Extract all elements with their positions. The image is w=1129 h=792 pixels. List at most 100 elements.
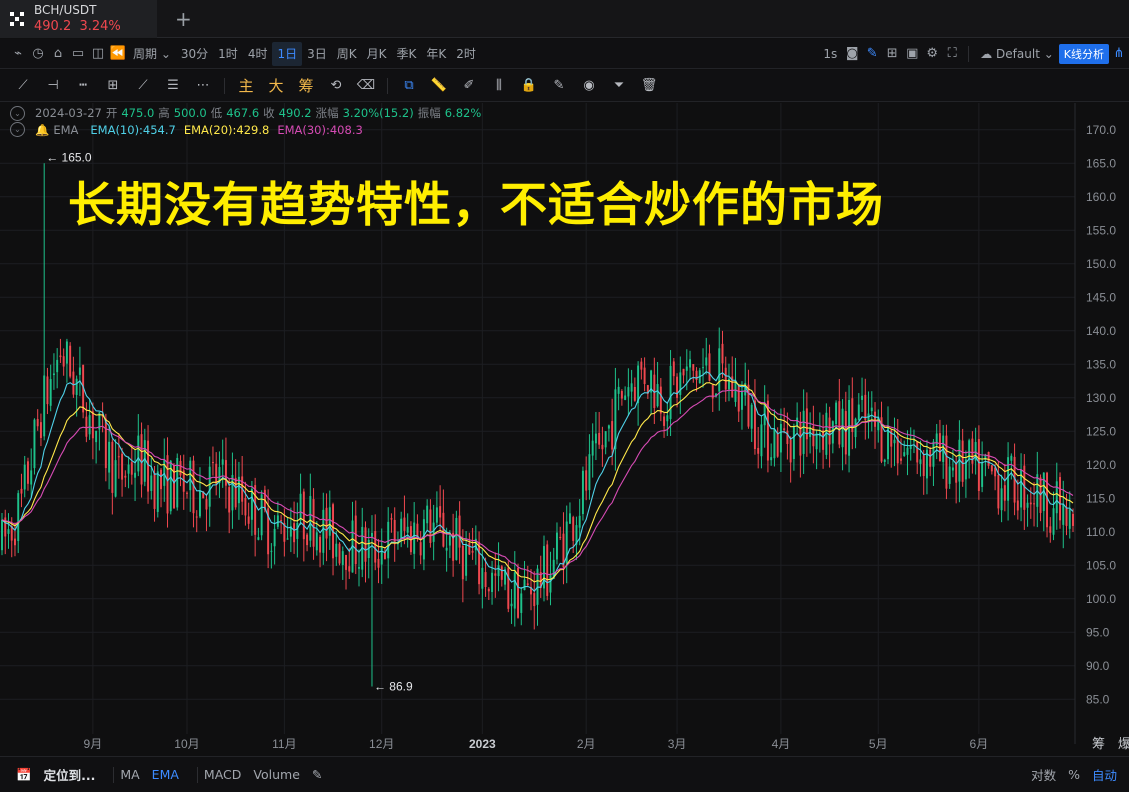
trash-icon[interactable]: 🗑 (640, 78, 658, 93)
auto-scale-button[interactable]: 自动 (1091, 768, 1117, 783)
theme-dropdown[interactable]: ☁ Default ⌄ (980, 46, 1054, 61)
replay-icon[interactable]: ⟲ (330, 78, 342, 93)
candle-body (874, 411, 877, 427)
period-dropdown[interactable]: 周期 ⌄ (133, 46, 171, 62)
candle-body (1059, 477, 1061, 521)
fullscreen-icon[interactable]: ⛶ (947, 46, 957, 61)
percent-scale-button[interactable]: % (1068, 767, 1080, 782)
candle-body (630, 383, 633, 392)
candle-body (121, 453, 124, 480)
edit-icon[interactable]: ✎ (311, 767, 323, 782)
save-layout-icon[interactable]: ▣ (906, 46, 919, 61)
ray-icon[interactable]: ┅ (79, 78, 87, 93)
chips-button[interactable]: 筹 (298, 77, 314, 95)
settings-icon[interactable]: ⚙ (926, 46, 939, 61)
collapse-icon[interactable]: ⌄ (10, 105, 25, 121)
x-tick-label: 6月 (970, 737, 989, 751)
candles-icon[interactable]: ⫼ (496, 78, 502, 93)
candle-body (828, 417, 831, 445)
candle-body (861, 395, 864, 400)
candle-body (432, 522, 435, 542)
candle-body (465, 544, 468, 576)
visibility-icon[interactable]: ◉ (583, 78, 595, 93)
brush-icon[interactable]: ✐ (463, 78, 475, 93)
interval-30m[interactable]: 30分 (180, 47, 209, 61)
symbol-tab[interactable]: BCH/USDT 490.2 3.24% (0, 0, 157, 38)
volume-button[interactable]: Volume (253, 767, 300, 782)
candle-body (938, 433, 941, 462)
candle-body (968, 440, 971, 459)
candle-body (637, 365, 640, 403)
speed-icon[interactable]: ◷ (32, 46, 44, 61)
main-indicator-button[interactable]: 主 (238, 77, 254, 95)
candle-body (984, 455, 987, 460)
candle-body (997, 474, 1000, 509)
ruler-icon[interactable]: 📏 (430, 78, 448, 93)
layout-icon[interactable]: ▭ (71, 46, 85, 61)
axis-corner-label[interactable]: 筹 (1092, 736, 1105, 752)
candle-body (111, 441, 114, 493)
candle-body (559, 536, 562, 538)
note-icon[interactable]: ✎ (553, 78, 565, 93)
candle-body (539, 572, 542, 589)
share-icon[interactable]: ⋔ (1113, 46, 1125, 61)
log-scale-button[interactable]: 对数 (1031, 768, 1057, 783)
candle-body (835, 402, 838, 425)
trend-line-icon[interactable]: ⟋ (18, 78, 28, 93)
candle-body (581, 470, 584, 515)
candle-body (766, 400, 769, 461)
interval-2h[interactable]: 2时 (456, 47, 476, 61)
interval-1d[interactable]: 1日 (272, 41, 303, 66)
filter-icon[interactable]: ⏷ (613, 78, 625, 93)
crosshair-icon[interactable]: ⊞ (107, 78, 119, 93)
rewind-icon[interactable]: ⏪ (109, 46, 127, 61)
interval-3d[interactable]: 3日 (307, 47, 327, 61)
more-icon[interactable]: ⋯ (196, 78, 210, 93)
candle-body (445, 547, 448, 551)
candle-body (731, 376, 734, 398)
interval-month[interactable]: 月K (366, 47, 387, 61)
collapse-icon[interactable]: ⌄ (10, 122, 25, 137)
calendar-icon[interactable]: 📅 (16, 766, 32, 782)
candle-body (974, 442, 977, 461)
interval-1h[interactable]: 1时 (218, 47, 238, 61)
ma-button[interactable]: MA (120, 767, 140, 782)
big-order-button[interactable]: 大 (268, 77, 284, 95)
lock-icon[interactable]: 🔒 (520, 78, 538, 93)
ema-button[interactable]: EMA (151, 767, 179, 782)
magnet-icon[interactable]: ⧉ (404, 78, 414, 93)
add-tab-button[interactable]: + (175, 6, 192, 31)
candle-body (4, 517, 7, 537)
interval-year[interactable]: 年K (426, 47, 447, 61)
kline-analysis-button[interactable]: K线分析 (1058, 43, 1109, 64)
interval-4h[interactable]: 4时 (247, 47, 268, 61)
candle-body (812, 426, 815, 447)
channel-icon[interactable]: ☰ (167, 78, 179, 93)
bottom-bar: 📅 定位到... MA EMA MACD Volume ✎ 对数 % 自动 (0, 756, 1129, 792)
candle-body (990, 465, 993, 472)
horizontal-line-icon[interactable]: ⊣ (47, 78, 59, 93)
fib-icon[interactable]: ⟋ (138, 78, 148, 93)
add-indicator-icon[interactable]: ⊞ (886, 46, 898, 61)
macd-button[interactable]: MACD (203, 767, 242, 782)
candle-body (474, 538, 477, 551)
refresh-interval[interactable]: 1s (823, 46, 838, 61)
candle-body (711, 384, 714, 399)
eraser-icon[interactable]: ⌫ (356, 78, 376, 93)
candle-body (237, 476, 240, 504)
chart-type-icon[interactable]: ⌁ (14, 46, 22, 61)
camera-icon[interactable]: ◙ (845, 46, 859, 61)
alert-icon[interactable]: 🔔 (35, 122, 50, 137)
interval-week[interactable]: 周K (336, 47, 357, 61)
candle-body (1046, 472, 1049, 528)
candlestick-chart[interactable]: 170.0 165.0 160.0 155.0 150.0 145.0 140.0 135.0… (0, 103, 1129, 756)
pencil-icon[interactable]: ✎ (866, 46, 878, 61)
axis-corner-label[interactable]: 爆 (1118, 737, 1129, 752)
locate-button[interactable]: 定位到... (43, 768, 96, 783)
interval-quarter[interactable]: 季K (396, 47, 417, 61)
candles (1, 163, 1074, 687)
y-tick-label: 90.0 (1086, 659, 1110, 673)
home-icon[interactable]: ⌂ (53, 46, 63, 61)
candle-body (88, 415, 91, 435)
split-icon[interactable]: ◫ (91, 46, 105, 61)
